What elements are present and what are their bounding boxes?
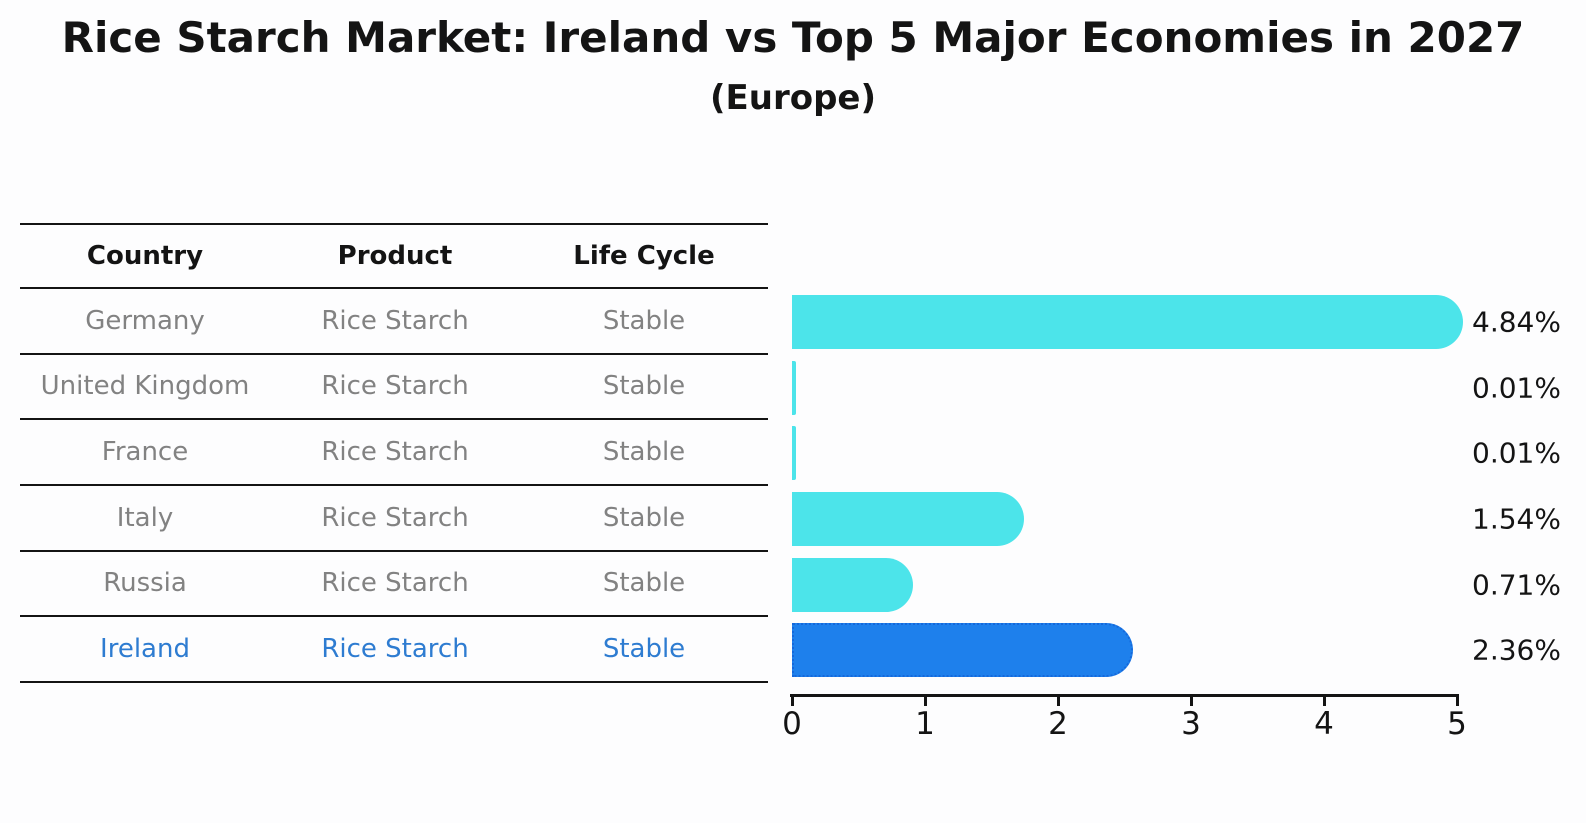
table-cell-country: Ireland <box>100 634 190 665</box>
table-cell-lifecycle: Stable <box>602 371 686 402</box>
table-row-ireland: Ireland Rice Starch Stable <box>20 617 768 683</box>
table-cell-product: Rice Starch <box>321 502 469 533</box>
table-row-germany: Germany Rice Starch Stable <box>20 289 768 355</box>
x-axis-tick-1 <box>923 697 927 706</box>
table-header-lifecycle: Life Cycle <box>573 241 715 271</box>
x-axis-tick-label-5: 5 <box>1447 706 1467 742</box>
table-cell-lifecycle: Stable <box>602 634 686 665</box>
table-cell-country: Germany <box>85 305 205 336</box>
table-header-country: Country <box>86 241 204 271</box>
bar-italy <box>792 491 1024 546</box>
table-header-row: Country Product Life Cycle <box>20 223 768 289</box>
chart-subtitle: (Europe) <box>709 78 877 118</box>
bar-ireland <box>792 623 1133 678</box>
x-axis-tick-label-4: 4 <box>1314 706 1334 742</box>
table-cell-lifecycle: Stable <box>602 568 686 599</box>
table-cell-country: United Kingdom <box>40 371 250 402</box>
table-cell-product: Rice Starch <box>321 305 469 336</box>
x-axis-tick-label-3: 3 <box>1181 706 1201 742</box>
x-axis-line <box>790 694 1459 697</box>
table-row-france: France Rice Starch Stable <box>20 420 768 486</box>
table-cell-product: Rice Starch <box>321 371 469 402</box>
table-cell-country: France <box>101 437 189 468</box>
x-axis-tick-0 <box>790 697 794 706</box>
table-cell-product: Rice Starch <box>321 568 469 599</box>
table-cell-product: Rice Starch <box>321 437 469 468</box>
table-cell-product: Rice Starch <box>321 634 469 665</box>
value-label-russia: 0.71% <box>1472 568 1561 601</box>
country-table: Country Product Life Cycle Germany Rice S… <box>20 223 768 683</box>
bar-russia <box>792 557 914 612</box>
table-cell-lifecycle: Stable <box>602 305 686 336</box>
x-axis-tick-5 <box>1455 697 1459 706</box>
bar-germany <box>792 294 1463 349</box>
x-axis-tick-label-1: 1 <box>915 706 935 742</box>
value-label-germany: 4.84% <box>1472 305 1561 339</box>
value-label-france: 0.01% <box>1472 436 1561 470</box>
table-rows: Germany Rice Starch Stable United Kingdom Ri… <box>20 289 768 683</box>
table-row-united-kingdom: United Kingdom Rice Starch Stable <box>20 355 768 421</box>
table-row-russia: Russia Rice Starch Stable <box>20 552 768 618</box>
table-row-italy: Italy Rice Starch Stable <box>20 486 768 552</box>
x-axis-tick-label-2: 2 <box>1048 706 1068 742</box>
x-axis-tick-2 <box>1056 697 1060 706</box>
table-cell-country: Russia <box>103 568 187 599</box>
value-label-italy: 1.54% <box>1472 502 1561 536</box>
x-axis-tick-4 <box>1322 697 1326 706</box>
chart-title: Rice Starch Market: Ireland vs Top 5 Maj… <box>61 13 1525 62</box>
bar-united-kingdom <box>792 360 796 415</box>
table-cell-country: Italy <box>116 502 174 533</box>
table-cell-lifecycle: Stable <box>602 437 686 468</box>
x-axis-tick-label-0: 0 <box>782 706 802 742</box>
table-cell-lifecycle: Stable <box>602 502 686 533</box>
x-axis-tick-3 <box>1189 697 1193 706</box>
table-header-product: Product <box>337 241 453 271</box>
bar-france <box>792 426 796 481</box>
value-label-ireland: 2.36% <box>1472 633 1561 667</box>
value-label-united-kingdom: 0.01% <box>1472 371 1561 404</box>
